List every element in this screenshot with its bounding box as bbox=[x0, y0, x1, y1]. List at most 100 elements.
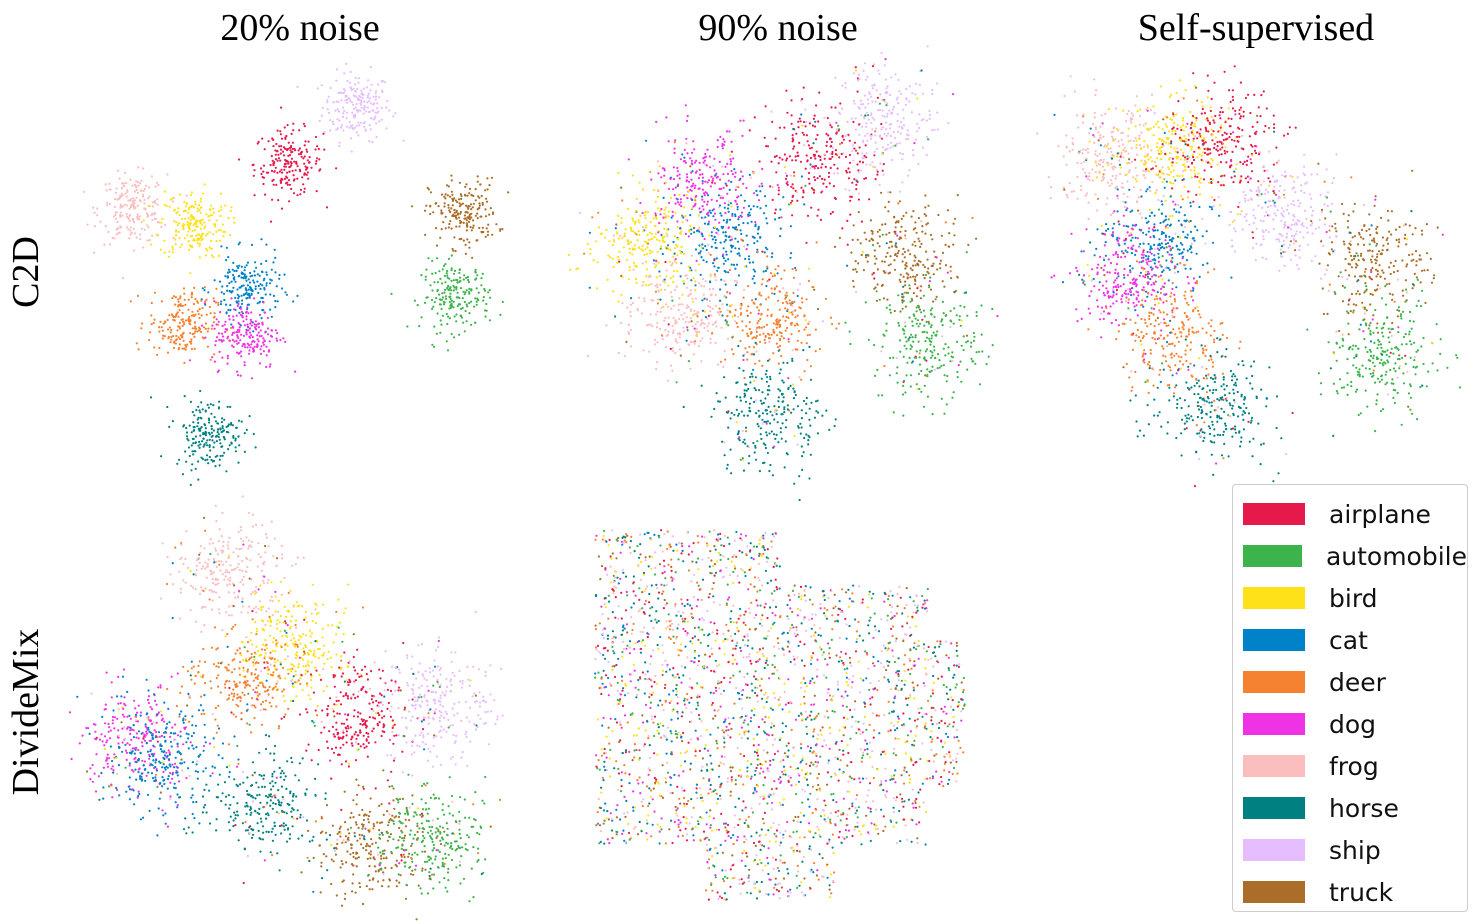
point-automobile bbox=[915, 306, 918, 309]
point-deer bbox=[158, 330, 161, 333]
point-bird bbox=[690, 207, 694, 210]
point-automobile bbox=[933, 349, 936, 352]
point-automobile bbox=[923, 315, 926, 318]
point-airplane bbox=[269, 220, 273, 223]
point-ship bbox=[804, 120, 808, 124]
point-truck bbox=[854, 260, 857, 263]
point-dog bbox=[255, 324, 258, 327]
point-truck bbox=[883, 260, 886, 263]
point-airplane bbox=[852, 120, 855, 124]
point-dog bbox=[699, 173, 702, 176]
point-frog bbox=[586, 355, 590, 358]
point-truck bbox=[918, 308, 922, 311]
point-dog bbox=[737, 216, 741, 219]
point-frog bbox=[708, 288, 711, 291]
point-deer bbox=[782, 337, 786, 340]
point-automobile bbox=[440, 307, 443, 310]
point-frog bbox=[676, 341, 679, 344]
point-truck bbox=[914, 264, 917, 267]
point-bird bbox=[667, 248, 670, 251]
point-bird bbox=[624, 228, 627, 231]
point-frog bbox=[678, 317, 681, 320]
point-automobile bbox=[874, 374, 877, 377]
point-truck bbox=[427, 188, 430, 191]
point-truck bbox=[887, 264, 890, 267]
point-deer bbox=[791, 300, 794, 304]
point-automobile bbox=[465, 276, 468, 279]
point-truck bbox=[914, 275, 917, 278]
point-bird bbox=[676, 237, 680, 240]
point-truck bbox=[923, 277, 926, 280]
point-deer bbox=[779, 324, 782, 327]
point-horse bbox=[203, 423, 206, 426]
point-automobile bbox=[483, 289, 487, 292]
point-deer bbox=[160, 326, 163, 329]
point-airplane bbox=[831, 155, 834, 158]
point-frog bbox=[711, 307, 714, 310]
point-deer bbox=[189, 320, 192, 323]
point-automobile bbox=[465, 320, 468, 323]
point-frog bbox=[142, 246, 145, 249]
point-cat bbox=[241, 299, 244, 302]
point-deer bbox=[172, 334, 175, 338]
point-automobile bbox=[930, 356, 933, 359]
point-frog bbox=[124, 171, 127, 174]
point-airplane bbox=[286, 160, 289, 163]
point-bird bbox=[1146, 106, 1149, 109]
point-airplane bbox=[849, 213, 852, 216]
point-bird bbox=[1198, 153, 1201, 156]
point-frog bbox=[125, 181, 128, 185]
point-frog bbox=[125, 215, 128, 218]
point-deer bbox=[213, 353, 216, 356]
point-airplane bbox=[819, 158, 822, 162]
point-ship bbox=[383, 81, 387, 84]
point-frog bbox=[686, 277, 689, 280]
point-automobile bbox=[923, 384, 926, 387]
point-airplane bbox=[288, 166, 291, 169]
point-bird bbox=[616, 261, 619, 264]
point-frog bbox=[1091, 179, 1094, 182]
point-cat bbox=[779, 227, 782, 230]
point-automobile bbox=[930, 337, 933, 340]
point-airplane bbox=[775, 154, 778, 158]
point-automobile bbox=[910, 333, 913, 336]
point-deer bbox=[193, 327, 196, 330]
point-cat bbox=[725, 253, 728, 256]
point-cat bbox=[693, 231, 696, 234]
point-deer bbox=[212, 297, 215, 300]
point-bird bbox=[635, 197, 638, 200]
point-airplane bbox=[851, 181, 854, 184]
point-cat bbox=[242, 284, 245, 287]
point-horse bbox=[767, 385, 770, 388]
point-bird bbox=[1122, 109, 1125, 112]
point-bird bbox=[658, 239, 661, 242]
point-truck bbox=[906, 276, 909, 279]
point-frog bbox=[104, 225, 107, 228]
point-dog bbox=[687, 235, 690, 238]
point-truck bbox=[899, 280, 902, 283]
point-airplane bbox=[262, 176, 266, 179]
point-cat bbox=[796, 294, 799, 298]
point-bird bbox=[193, 229, 196, 232]
point-automobile bbox=[442, 264, 446, 267]
point-deer bbox=[184, 303, 187, 306]
point-cat bbox=[723, 206, 726, 209]
point-dog bbox=[690, 162, 694, 165]
point-frog bbox=[688, 293, 691, 296]
point-ship bbox=[708, 300, 711, 303]
point-bird bbox=[617, 237, 620, 240]
point-truck bbox=[939, 267, 942, 270]
point-deer bbox=[172, 346, 176, 349]
point-truck bbox=[896, 252, 900, 255]
point-cat bbox=[712, 215, 715, 218]
point-cat bbox=[779, 208, 782, 211]
point-bird bbox=[672, 275, 675, 278]
point-horse bbox=[718, 400, 722, 403]
point-ship bbox=[337, 100, 340, 103]
point-truck bbox=[458, 238, 461, 241]
point-truck bbox=[468, 187, 472, 190]
point-deer bbox=[949, 270, 952, 273]
point-frog bbox=[134, 184, 137, 187]
point-deer bbox=[162, 334, 165, 337]
point-horse bbox=[743, 392, 746, 395]
